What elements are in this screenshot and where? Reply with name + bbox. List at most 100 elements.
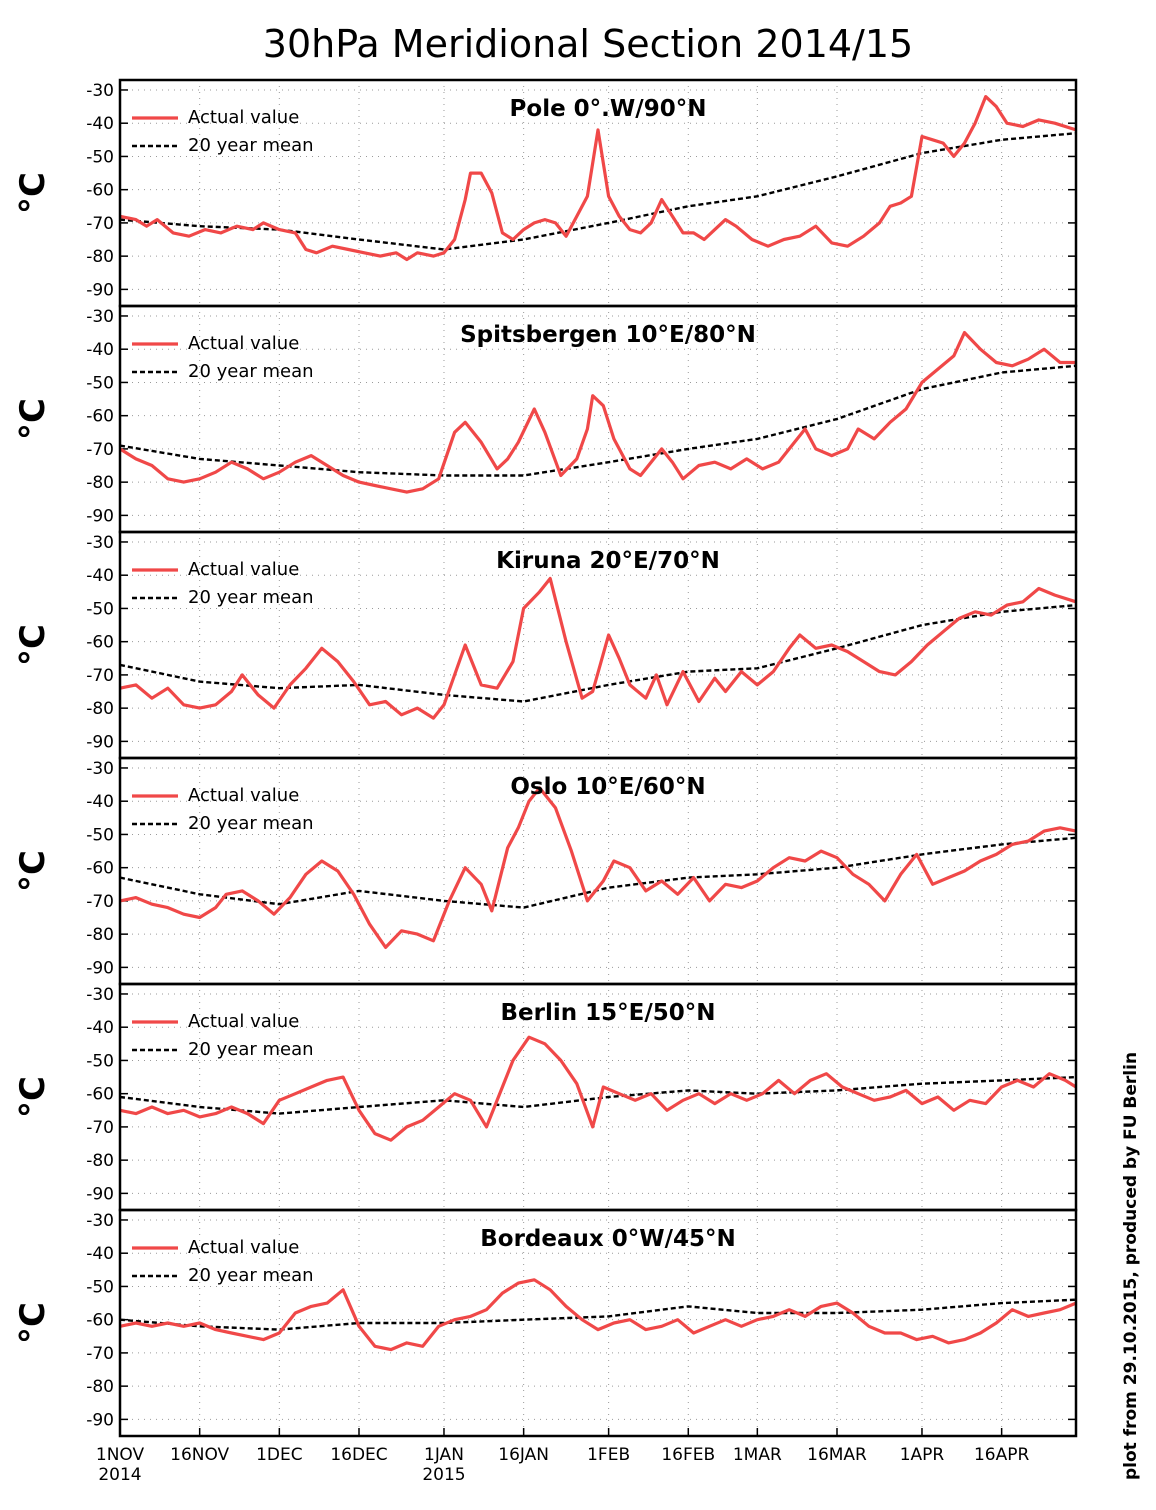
y-tick-label: -80	[86, 1151, 114, 1171]
x-tick-label: 16JAN	[498, 1445, 549, 1465]
legend-label-mean: 20 year mean	[188, 587, 314, 608]
panel-4: -30 -40 -50 -60 -70 -80 -90 °C Berlin 15°E/50°N A…	[13, 982, 1078, 1212]
legend: Actual value 20 year mean	[132, 107, 314, 156]
legend-label-mean: 20 year mean	[188, 135, 314, 156]
panels: -30 -40 -50 -60 -70 -80 -90 °C Pole 0°.W/90°N Act…	[13, 78, 1078, 1438]
actual-value-line	[119, 331, 1076, 494]
x-tick-year: 2015	[422, 1465, 465, 1485]
y-tick-label: -90	[86, 1184, 114, 1204]
credit-text: plot from 29.10.2015, produced by FU Ber…	[1121, 1052, 1141, 1480]
legend-label-actual: Actual value	[188, 1237, 299, 1258]
panel-5: -30 -40 -50 -60 -70 -80 -90 °C Bordeaux 0°W/45°N…	[13, 1208, 1078, 1438]
y-tick-label: -50	[86, 1277, 114, 1297]
y-tick-label: -90	[86, 506, 114, 526]
legend-label-actual: Actual value	[188, 333, 299, 354]
legend-label-mean: 20 year mean	[188, 361, 314, 382]
y-tick-label: -50	[86, 599, 114, 619]
legend-label-actual: Actual value	[188, 559, 299, 580]
panel-title: Spitsbergen 10°E/80°N	[460, 322, 756, 348]
mean-line	[119, 364, 1077, 477]
y-tick-label: -60	[86, 407, 114, 427]
y-tick-label: -40	[86, 1018, 114, 1038]
actual-value-line	[119, 576, 1077, 720]
panel-2: -30 -40 -50 -60 -70 -80 -90 °C Kiruna 20°E/70°N A…	[13, 530, 1078, 760]
mean-line	[119, 1075, 1077, 1115]
y-tick-label: -60	[86, 1311, 114, 1331]
actual-value-line	[119, 95, 1077, 262]
y-axis-label: °C	[13, 624, 53, 666]
x-tick-label: 1NOV	[96, 1445, 145, 1465]
legend-label-actual: Actual value	[188, 107, 299, 128]
y-tick-label: -40	[86, 1244, 114, 1264]
mean-line	[119, 132, 1077, 251]
panel-title: Berlin 15°E/50°N	[501, 1000, 716, 1026]
x-tick-label: 1DEC	[256, 1445, 303, 1465]
y-tick-label: -50	[86, 1051, 114, 1071]
y-tick-label: -80	[86, 699, 114, 719]
x-tick-label: 16MAR	[807, 1445, 867, 1465]
legend: Actual value 20 year mean	[132, 333, 314, 382]
mean-line	[119, 1298, 1077, 1331]
y-tick-label: -50	[86, 147, 114, 167]
y-tick-label: -30	[86, 307, 114, 327]
y-tick-label: -60	[86, 633, 114, 653]
panel-frame	[118, 1208, 1078, 1438]
actual-value-line	[119, 786, 1077, 949]
figure-title: 30hPa Meridional Section 2014/15	[263, 22, 913, 66]
panel-3: -30 -40 -50 -60 -70 -80 -90 °C Oslo 10°E/60°N Act…	[13, 756, 1078, 986]
legend-label-actual: Actual value	[188, 1011, 299, 1032]
x-tick-label: 16NOV	[170, 1445, 229, 1465]
x-tick-label: 1MAR	[733, 1445, 782, 1465]
panel-title: Kiruna 20°E/70°N	[496, 548, 720, 574]
legend-label-mean: 20 year mean	[188, 1039, 314, 1060]
y-tick-label: -90	[86, 1410, 114, 1430]
actual-value-line	[119, 1278, 1077, 1352]
x-tick-label: 16APR	[974, 1445, 1030, 1465]
x-tick-label: 1FEB	[587, 1445, 630, 1465]
y-tick-label: -70	[86, 440, 114, 460]
y-tick-label: -50	[86, 373, 114, 393]
panel-1: -30 -40 -50 -60 -70 -80 -90 °C Spitsbergen 10°E/…	[13, 304, 1078, 534]
legend: Actual value 20 year mean	[132, 785, 314, 834]
y-tick-label: -80	[86, 925, 114, 945]
panel-title: Oslo 10°E/60°N	[510, 774, 705, 800]
x-tick-label: 16DEC	[330, 1445, 387, 1465]
legend-label-actual: Actual value	[188, 785, 299, 806]
y-tick-label: -50	[86, 825, 114, 845]
y-tick-label: -80	[86, 247, 114, 267]
y-tick-label: -90	[86, 958, 114, 978]
y-axis-label: °C	[13, 1302, 53, 1344]
y-tick-label: -30	[86, 81, 114, 101]
y-tick-label: -40	[86, 114, 114, 134]
y-tick-label: -70	[86, 892, 114, 912]
x-tick-label: 16FEB	[661, 1445, 715, 1465]
y-tick-label: -90	[86, 280, 114, 300]
y-tick-label: -70	[86, 1344, 114, 1364]
y-tick-label: -70	[86, 666, 114, 686]
y-axis-label: °C	[13, 1076, 53, 1118]
legend: Actual value 20 year mean	[132, 1011, 314, 1060]
y-axis-label: °C	[13, 172, 53, 214]
legend: Actual value 20 year mean	[132, 559, 314, 608]
x-tick-label: 1JAN	[424, 1445, 464, 1465]
legend: Actual value 20 year mean	[132, 1237, 314, 1286]
panel-title: Bordeaux 0°W/45°N	[480, 1226, 736, 1252]
mean-line	[119, 836, 1077, 909]
y-tick-label: -90	[86, 732, 114, 752]
y-tick-label: -40	[86, 340, 114, 360]
legend-label-mean: 20 year mean	[188, 813, 314, 834]
y-tick-label: -70	[86, 214, 114, 234]
x-tick-year: 2014	[98, 1465, 141, 1485]
x-tick-label: 1APR	[900, 1445, 945, 1465]
y-tick-label: -30	[86, 533, 114, 553]
y-tick-label: -70	[86, 1118, 114, 1138]
y-tick-label: -60	[86, 181, 114, 201]
y-tick-label: -80	[86, 473, 114, 493]
actual-value-line	[119, 1035, 1077, 1142]
y-tick-label: -40	[86, 566, 114, 586]
y-tick-label: -60	[86, 859, 114, 879]
panel-0: -30 -40 -50 -60 -70 -80 -90 °C Pole 0°.W/90°N Act…	[13, 78, 1078, 308]
mean-line	[119, 603, 1077, 703]
